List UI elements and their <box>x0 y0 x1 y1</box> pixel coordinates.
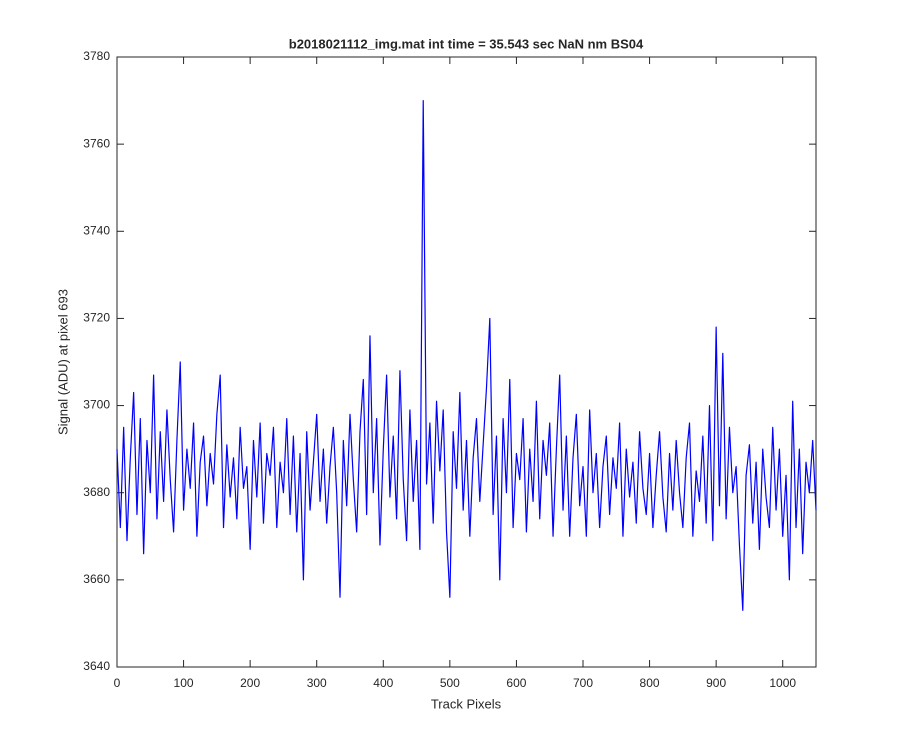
y-tick-label: 3740 <box>83 223 110 237</box>
plot-box <box>116 56 817 668</box>
y-tick-label: 3780 <box>83 49 110 63</box>
x-tick-label: 600 <box>506 676 526 690</box>
x-tick-label: 800 <box>640 676 660 690</box>
x-tick-label: 200 <box>240 676 260 690</box>
x-tick-label: 300 <box>307 676 327 690</box>
chart-title: b2018021112_img.mat int time = 35.543 se… <box>289 36 644 51</box>
y-tick-label: 3660 <box>83 572 110 586</box>
x-tick-label: 1000 <box>769 676 796 690</box>
x-tick-label: 100 <box>174 676 194 690</box>
x-tick-label: 400 <box>373 676 393 690</box>
x-tick-label: 900 <box>706 676 726 690</box>
y-tick-label: 3680 <box>83 485 110 499</box>
x-tick-label: 700 <box>573 676 593 690</box>
x-tick-label: 0 <box>114 676 121 690</box>
y-tick-label: 3700 <box>83 398 110 412</box>
y-tick-label: 3760 <box>83 136 110 150</box>
y-axis-label: Signal (ADU) at pixel 693 <box>55 289 70 435</box>
data-line <box>116 99 817 611</box>
x-tick-label: 500 <box>440 676 460 690</box>
y-tick-label: 3720 <box>83 311 110 325</box>
y-tick-label: 3640 <box>83 659 110 673</box>
x-axis-label: Track Pixels <box>431 696 502 711</box>
